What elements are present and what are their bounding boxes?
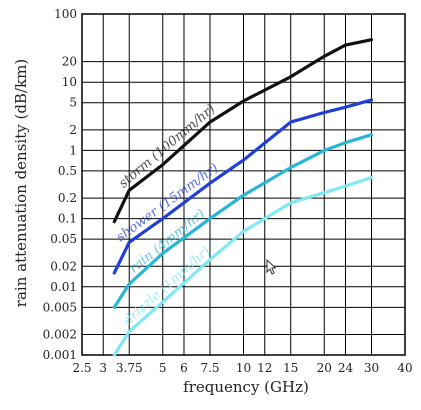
y-tick-label: 1	[69, 143, 77, 157]
series-line	[112, 175, 374, 357]
x-tick-label: 7.5	[200, 361, 219, 375]
y-tick-label: 100	[54, 7, 77, 21]
y-tick-label: 20	[62, 55, 77, 69]
y-tick-label: 2	[69, 123, 77, 137]
plot-frame	[81, 13, 406, 356]
x-tick-label: 3	[99, 361, 107, 375]
series-line	[112, 133, 374, 309]
y-tick-label: 0.1	[58, 212, 77, 226]
y-tick-label: 0.05	[50, 232, 77, 246]
series-line	[112, 98, 374, 275]
series-layer	[112, 38, 374, 357]
x-tick-label: 24	[338, 361, 354, 375]
tick-labels-layer: 2.5 3 3.75 5 6 7.5 10 12 15 20 24 30 400.0010.0020.0…	[43, 7, 413, 375]
x-tick-label: 5	[159, 361, 167, 375]
x-tick-label: 15	[283, 361, 298, 375]
y-tick-label: 0.005	[43, 300, 77, 314]
series-line	[112, 38, 374, 224]
x-tick-label: 6	[180, 361, 188, 375]
y-tick-label: 0.02	[50, 259, 77, 273]
y-axis-title: rain attenuation density (dB/km)	[12, 59, 30, 307]
y-tick-label: 5	[69, 96, 77, 110]
y-tick-label: 0.5	[58, 164, 77, 178]
x-axis-title: frequency (GHz)	[183, 378, 309, 396]
mouse-pointer-icon	[266, 259, 276, 275]
x-tick-label: 10	[236, 361, 251, 375]
x-tick-label: 3.75	[116, 361, 143, 375]
x-tick-label: 12	[257, 361, 272, 375]
x-tick-label: 2.5	[72, 361, 91, 375]
x-tick-label: 40	[397, 361, 412, 375]
x-tick-label: 30	[364, 361, 379, 375]
y-tick-label: 10	[62, 75, 77, 89]
y-tick-label: 0.2	[58, 191, 77, 205]
y-tick-label: 0.002	[43, 327, 77, 341]
x-tick-label: 20	[317, 361, 332, 375]
y-tick-label: 0.001	[43, 348, 77, 362]
y-tick-label: 0.01	[50, 280, 77, 294]
